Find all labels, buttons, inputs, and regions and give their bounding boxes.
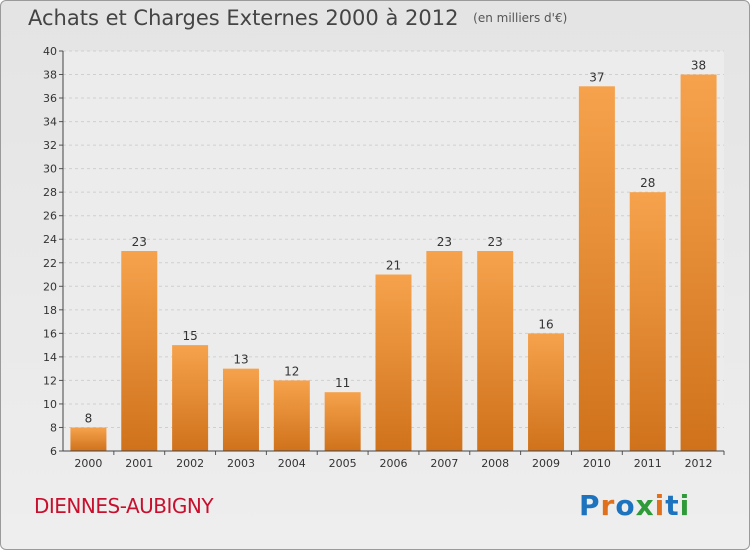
y-tick-label: 22 [43, 257, 57, 270]
bar-2007 [426, 251, 463, 451]
bar-value-label: 23 [132, 235, 147, 249]
y-tick-label: 28 [43, 186, 57, 199]
bar-value-label: 23 [488, 235, 503, 249]
bar-2011 [629, 192, 666, 452]
x-tick-label: 2006 [380, 457, 408, 470]
x-tick-label: 2011 [634, 457, 662, 470]
y-tick-label: 32 [43, 139, 57, 152]
y-tick-label: 26 [43, 210, 57, 223]
y-tick-label: 8 [50, 421, 57, 434]
y-tick-label: 12 [43, 374, 57, 387]
x-tick-label: 2012 [685, 457, 713, 470]
y-tick-label: 20 [43, 280, 57, 293]
y-tick-label: 30 [43, 163, 57, 176]
x-tick-label: 2004 [278, 457, 306, 470]
y-tick-label: 6 [50, 445, 57, 458]
bar-value-label: 21 [386, 259, 401, 273]
x-tick-label: 2009 [532, 457, 560, 470]
y-tick-label: 16 [43, 327, 57, 340]
x-tick-label: 2010 [583, 457, 611, 470]
bar-2008 [477, 251, 514, 451]
bar-value-label: 15 [182, 329, 197, 343]
bar-2006 [375, 274, 412, 451]
bar-2003 [222, 368, 259, 451]
y-tick-label: 14 [43, 351, 57, 364]
y-tick-label: 36 [43, 92, 57, 105]
bar-2004 [273, 380, 310, 451]
x-tick-label: 2000 [74, 457, 102, 470]
bar-2002 [172, 345, 209, 451]
x-tick-label: 2008 [481, 457, 509, 470]
bar-value-label: 23 [437, 235, 452, 249]
y-tick-label: 18 [43, 304, 57, 317]
bar-value-label: 37 [589, 70, 604, 84]
chart-title: Achats et Charges Externes 2000 à 2012 (… [28, 6, 567, 30]
bar-value-label: 28 [640, 176, 655, 190]
y-tick-label: 40 [43, 45, 57, 58]
bar-2009 [528, 333, 565, 451]
x-tick-label: 2007 [430, 457, 458, 470]
bar-value-label: 16 [538, 317, 553, 331]
y-tick-label: 38 [43, 69, 57, 82]
bar-value-label: 8 [85, 411, 93, 425]
town-name: DIENNES-AUBIGNY [34, 494, 214, 518]
bar-value-label: 38 [691, 59, 706, 73]
y-tick-label: 10 [43, 398, 57, 411]
bar-2005 [324, 392, 361, 451]
chart-title-text: Achats et Charges Externes 2000 à 2012 [28, 6, 459, 30]
bar-2001 [121, 251, 158, 451]
x-tick-label: 2001 [125, 457, 153, 470]
y-tick-label: 34 [43, 116, 57, 129]
y-tick-label: 24 [43, 233, 57, 246]
x-tick-label: 2002 [176, 457, 204, 470]
bar-value-label: 13 [233, 353, 248, 367]
bar-value-label: 11 [335, 376, 350, 390]
bar-value-label: 12 [284, 364, 299, 378]
bar-2012 [680, 74, 717, 451]
x-tick-label: 2005 [329, 457, 357, 470]
chart-unit: (en milliers d'€) [473, 11, 568, 25]
proxiti-logo: Proxiti [579, 489, 691, 522]
bar-2000 [70, 427, 107, 451]
bar-2010 [578, 86, 615, 451]
x-tick-label: 2003 [227, 457, 255, 470]
